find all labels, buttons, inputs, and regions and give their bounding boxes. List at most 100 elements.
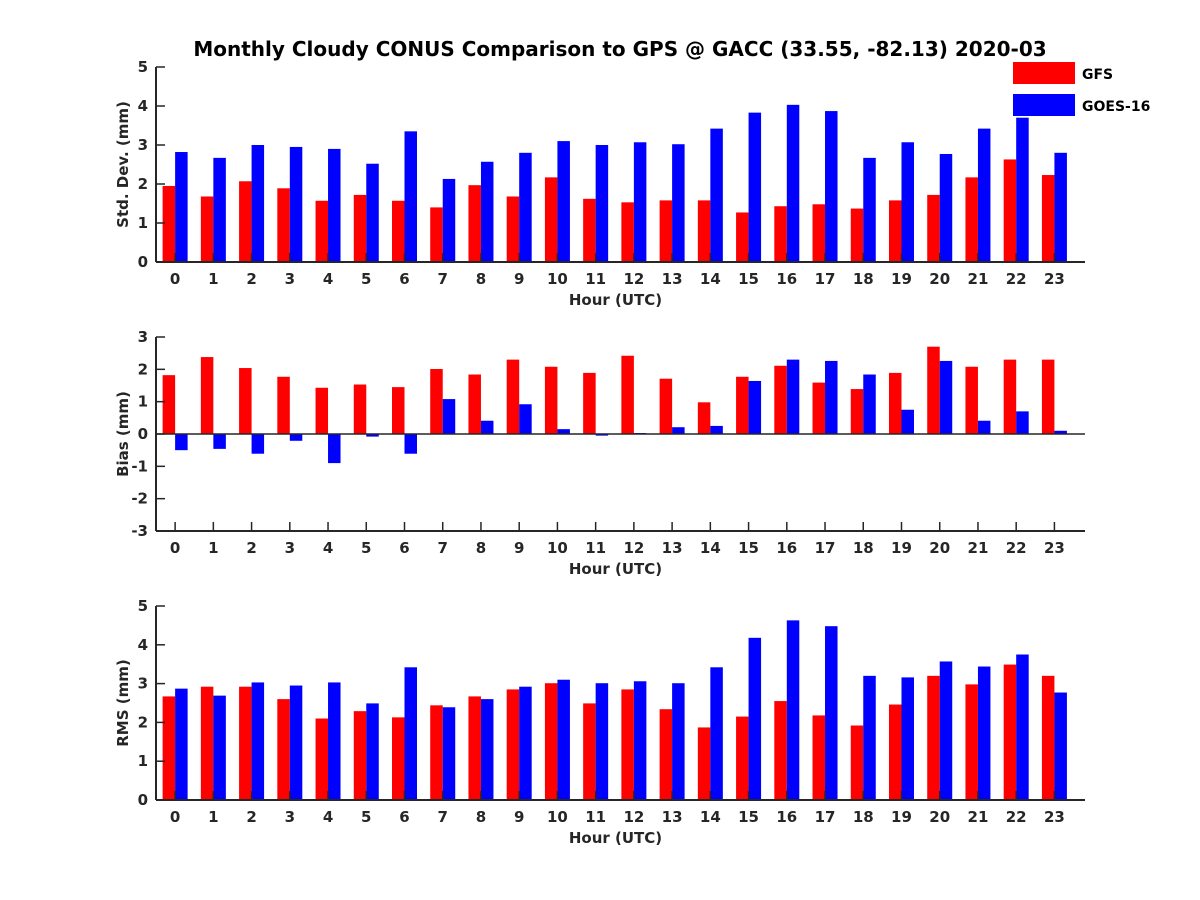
- bar-goes16-hour-8: [480, 420, 494, 434]
- bar-gfs-hour-18: [850, 208, 864, 262]
- bar-goes16-hour-9: [519, 404, 532, 434]
- x-tick-label: 15: [738, 270, 759, 288]
- bar-gfs-hour-17: [812, 382, 826, 434]
- y-tick-label: 5: [138, 597, 148, 615]
- bar-gfs-hour-11: [583, 703, 596, 800]
- x-tick-label: 21: [968, 808, 989, 826]
- bar-gfs-hour-12: [621, 689, 634, 800]
- bar-gfs-hour-8: [468, 374, 481, 434]
- bar-gfs-hour-5: [353, 711, 367, 800]
- x-tick-label: 12: [623, 808, 644, 826]
- x-tick-label: 9: [514, 539, 524, 557]
- bar-gfs-hour-9: [506, 196, 520, 262]
- y-tick-label: 0: [138, 425, 148, 443]
- x-tick-label: 6: [399, 808, 409, 826]
- x-tick-label: 13: [662, 539, 683, 557]
- bar-goes16-hour-9: [519, 152, 532, 262]
- bar-gfs-hour-7: [430, 705, 443, 800]
- bar-gfs-hour-23: [1041, 175, 1055, 262]
- bar-goes16-hour-0: [175, 688, 188, 800]
- y-axis-label: Std. Dev. (mm): [114, 101, 132, 228]
- x-tick-label: 5: [361, 270, 371, 288]
- x-tick-label: 7: [438, 808, 448, 826]
- bar-gfs-hour-5: [353, 194, 367, 262]
- x-tick-label: 21: [968, 539, 989, 557]
- x-tick-label: 14: [700, 808, 721, 826]
- bar-gfs-hour-19: [888, 200, 902, 262]
- y-tick-label: 0: [138, 791, 148, 809]
- y-tick-label: -3: [131, 522, 148, 540]
- y-axis-label: Bias (mm): [114, 391, 132, 477]
- x-tick-label: 4: [323, 808, 333, 826]
- bar-gfs-hour-21: [965, 684, 978, 800]
- bar-gfs-hour-9: [506, 689, 520, 800]
- bar-goes16-hour-18: [863, 374, 876, 434]
- bar-gfs-hour-7: [430, 369, 443, 434]
- y-tick-label: 5: [138, 58, 148, 76]
- x-tick-label: 16: [776, 808, 797, 826]
- bar-gfs-hour-1: [200, 196, 214, 262]
- bar-goes16-hour-6: [404, 434, 417, 454]
- x-tick-label: 3: [285, 270, 295, 288]
- x-tick-label: 6: [399, 270, 409, 288]
- x-tick-label: 4: [323, 270, 333, 288]
- x-tick-label: 1: [208, 270, 218, 288]
- bar-goes16-hour-21: [977, 128, 991, 262]
- bar-goes16-hour-19: [901, 142, 914, 262]
- bar-gfs-hour-22: [1003, 159, 1017, 262]
- x-tick-label: 2: [246, 808, 256, 826]
- x-axis-label: Hour (UTC): [569, 560, 662, 578]
- x-tick-label: 19: [891, 539, 912, 557]
- bar-gfs-hour-16: [774, 206, 787, 262]
- x-tick-label: 17: [815, 270, 836, 288]
- bar-goes16-hour-14: [710, 425, 723, 434]
- x-tick-label: 8: [476, 270, 486, 288]
- x-tick-label: 5: [361, 539, 371, 557]
- bar-goes16-hour-17: [825, 626, 838, 800]
- x-tick-label: 19: [891, 808, 912, 826]
- bar-goes16-hour-7: [442, 178, 456, 262]
- bar-gfs-hour-6: [392, 717, 405, 800]
- bar-gfs-hour-3: [277, 188, 290, 262]
- bar-goes16-hour-6: [404, 131, 417, 262]
- bar-gfs-hour-10: [544, 177, 558, 262]
- bar-gfs-hour-23: [1041, 359, 1055, 434]
- bar-gfs-hour-15: [736, 212, 749, 262]
- bar-goes16-hour-16: [786, 620, 800, 800]
- x-tick-label: 9: [514, 270, 524, 288]
- bar-gfs-hour-8: [468, 696, 481, 800]
- bar-goes16-hour-16: [786, 104, 800, 262]
- bar-gfs-hour-20: [927, 346, 940, 434]
- bar-gfs-hour-14: [697, 402, 711, 434]
- bar-goes16-hour-1: [213, 157, 226, 262]
- bar-goes16-hour-17: [825, 111, 838, 262]
- x-tick-label: 23: [1044, 270, 1065, 288]
- bar-gfs-hour-13: [659, 378, 673, 434]
- bar-gfs-hour-3: [277, 376, 290, 434]
- x-tick-label: 23: [1044, 808, 1065, 826]
- bar-goes16-hour-22: [1016, 654, 1029, 800]
- x-tick-label: 15: [738, 539, 759, 557]
- y-tick-label: 2: [138, 175, 148, 193]
- x-tick-label: 5: [361, 808, 371, 826]
- bar-gfs-hour-20: [927, 194, 940, 262]
- bar-gfs-hour-12: [621, 355, 634, 434]
- x-tick-label: 13: [662, 808, 683, 826]
- bar-goes16-hour-15: [748, 380, 762, 434]
- bar-gfs-hour-6: [392, 200, 405, 262]
- bar-gfs-hour-17: [812, 715, 826, 800]
- x-axis-label: Hour (UTC): [569, 829, 662, 847]
- x-tick-label: 11: [585, 808, 606, 826]
- bar-goes16-hour-13: [672, 144, 685, 262]
- bar-goes16-hour-1: [213, 695, 226, 800]
- bar-goes16-hour-0: [175, 152, 188, 262]
- x-tick-label: 2: [246, 270, 256, 288]
- x-tick-label: 18: [853, 808, 874, 826]
- bar-gfs-hour-2: [239, 181, 252, 262]
- bar-goes16-hour-20: [939, 153, 953, 262]
- bar-goes16-hour-10: [557, 679, 570, 800]
- x-tick-label: 12: [623, 270, 644, 288]
- bar-gfs-hour-21: [965, 366, 978, 434]
